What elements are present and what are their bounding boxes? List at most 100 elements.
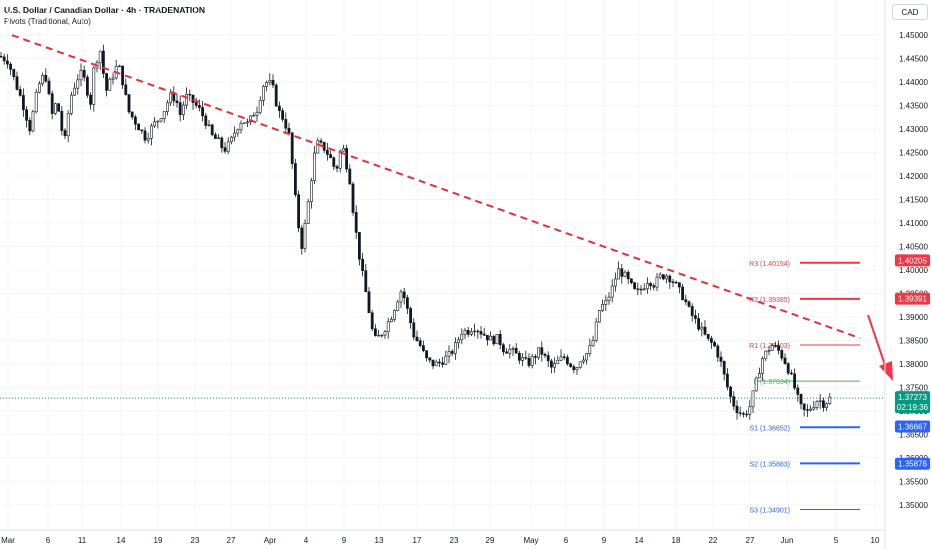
candle-body: [191, 94, 195, 103]
candle-body: [201, 107, 205, 117]
candle-body: [166, 102, 169, 112]
candle-body: [588, 345, 592, 354]
candle-body: [233, 132, 237, 138]
candle-body: [447, 351, 451, 357]
candle-body: [277, 105, 281, 111]
candle-body: [706, 333, 710, 339]
candle-body: [175, 100, 179, 103]
candle-body: [655, 276, 659, 288]
candle-body: [316, 140, 320, 154]
x-tick-label: 17: [413, 536, 422, 545]
candle-body: [434, 361, 438, 367]
candle-body: [533, 356, 537, 358]
candle-body: [690, 306, 694, 316]
candle-body: [460, 334, 464, 341]
candle-body: [134, 116, 137, 125]
candle-body: [693, 315, 697, 319]
candle-body: [591, 340, 595, 347]
candle-body: [738, 412, 742, 414]
candle-body: [146, 138, 150, 141]
candle-body: [156, 120, 160, 123]
currency-button[interactable]: CAD: [892, 4, 928, 20]
x-tick-label: 6: [564, 536, 569, 545]
candle-body: [66, 113, 70, 137]
candle-body: [0, 55, 3, 58]
candle-body: [249, 115, 253, 123]
candle-body: [214, 134, 217, 139]
candle-body: [572, 366, 576, 371]
pivot-label: S1 (1.36652): [750, 425, 790, 432]
candle-body: [102, 50, 105, 74]
candle-body: [373, 328, 377, 336]
candle-body: [325, 150, 329, 155]
candle-body: [399, 291, 403, 303]
candle-body: [313, 152, 317, 181]
candle-body: [105, 73, 109, 91]
candle-body: [700, 326, 704, 330]
price-tag-label: 1.40205: [898, 256, 927, 265]
x-tick-label: 9: [342, 536, 347, 545]
candle-body: [274, 84, 278, 107]
candle-body: [421, 345, 425, 352]
candle-body: [508, 349, 512, 354]
candle-body: [501, 344, 505, 353]
candle-body: [37, 83, 41, 93]
candle-body: [92, 67, 96, 105]
candle-body: [258, 100, 262, 113]
candle-body: [236, 129, 240, 134]
candle-body: [140, 129, 144, 132]
candle-body: [527, 357, 531, 366]
candle-body: [412, 322, 416, 338]
candle-body: [543, 353, 547, 356]
candle-body: [665, 275, 669, 280]
candle-body: [649, 283, 653, 286]
candle-body: [748, 406, 752, 415]
candle-body: [293, 163, 297, 195]
candle-body: [357, 232, 361, 260]
indicator-label[interactable]: Pivots (Traditional, Auto): [4, 17, 91, 26]
candle-body: [18, 89, 22, 96]
candle-body: [821, 400, 825, 408]
candle-body: [793, 373, 797, 389]
candle-body: [732, 396, 736, 407]
candle-body: [204, 115, 208, 126]
arrow-head: [879, 361, 893, 381]
candle-body: [82, 70, 86, 78]
candle-body: [309, 180, 313, 203]
candle-body: [597, 310, 601, 323]
candle-body: [217, 137, 221, 139]
candle-body: [610, 285, 614, 298]
pivot-label: S3 (1.34901): [750, 508, 790, 515]
candle-body: [207, 124, 211, 127]
candle-body: [389, 318, 393, 323]
candle-body: [143, 130, 147, 141]
candle-body: [562, 356, 566, 358]
pivot-lines: R3 (1.40154) R2 (1.39385) R1 (1.38403) P (1…: [749, 261, 860, 515]
candle-body: [719, 356, 723, 362]
candle-body: [489, 335, 493, 341]
x-tick-label: 14: [117, 536, 126, 545]
candle-body: [498, 333, 502, 346]
candle-body: [809, 408, 813, 411]
candle-body: [265, 82, 269, 87]
chart-title: U.S. Dollar / Canadian Dollar · 4h · TRA…: [4, 5, 206, 15]
candle-body: [437, 361, 441, 364]
candle-body: [28, 120, 32, 132]
candle-body: [297, 194, 301, 229]
candle-body: [418, 340, 422, 346]
candle-body: [485, 334, 489, 341]
candle-body: [86, 76, 89, 96]
candle-body: [162, 111, 166, 119]
candle-body: [661, 274, 665, 280]
x-tick-label: 18: [672, 536, 681, 545]
candle-body: [703, 326, 707, 335]
price-tag-box: [895, 420, 930, 433]
candle-body: [21, 95, 25, 110]
price-tag-box: [895, 457, 930, 470]
x-tick-label: May: [523, 536, 538, 545]
x-tick-label: 6: [46, 536, 51, 545]
candle-body: [169, 92, 173, 104]
candle-body: [482, 333, 486, 336]
